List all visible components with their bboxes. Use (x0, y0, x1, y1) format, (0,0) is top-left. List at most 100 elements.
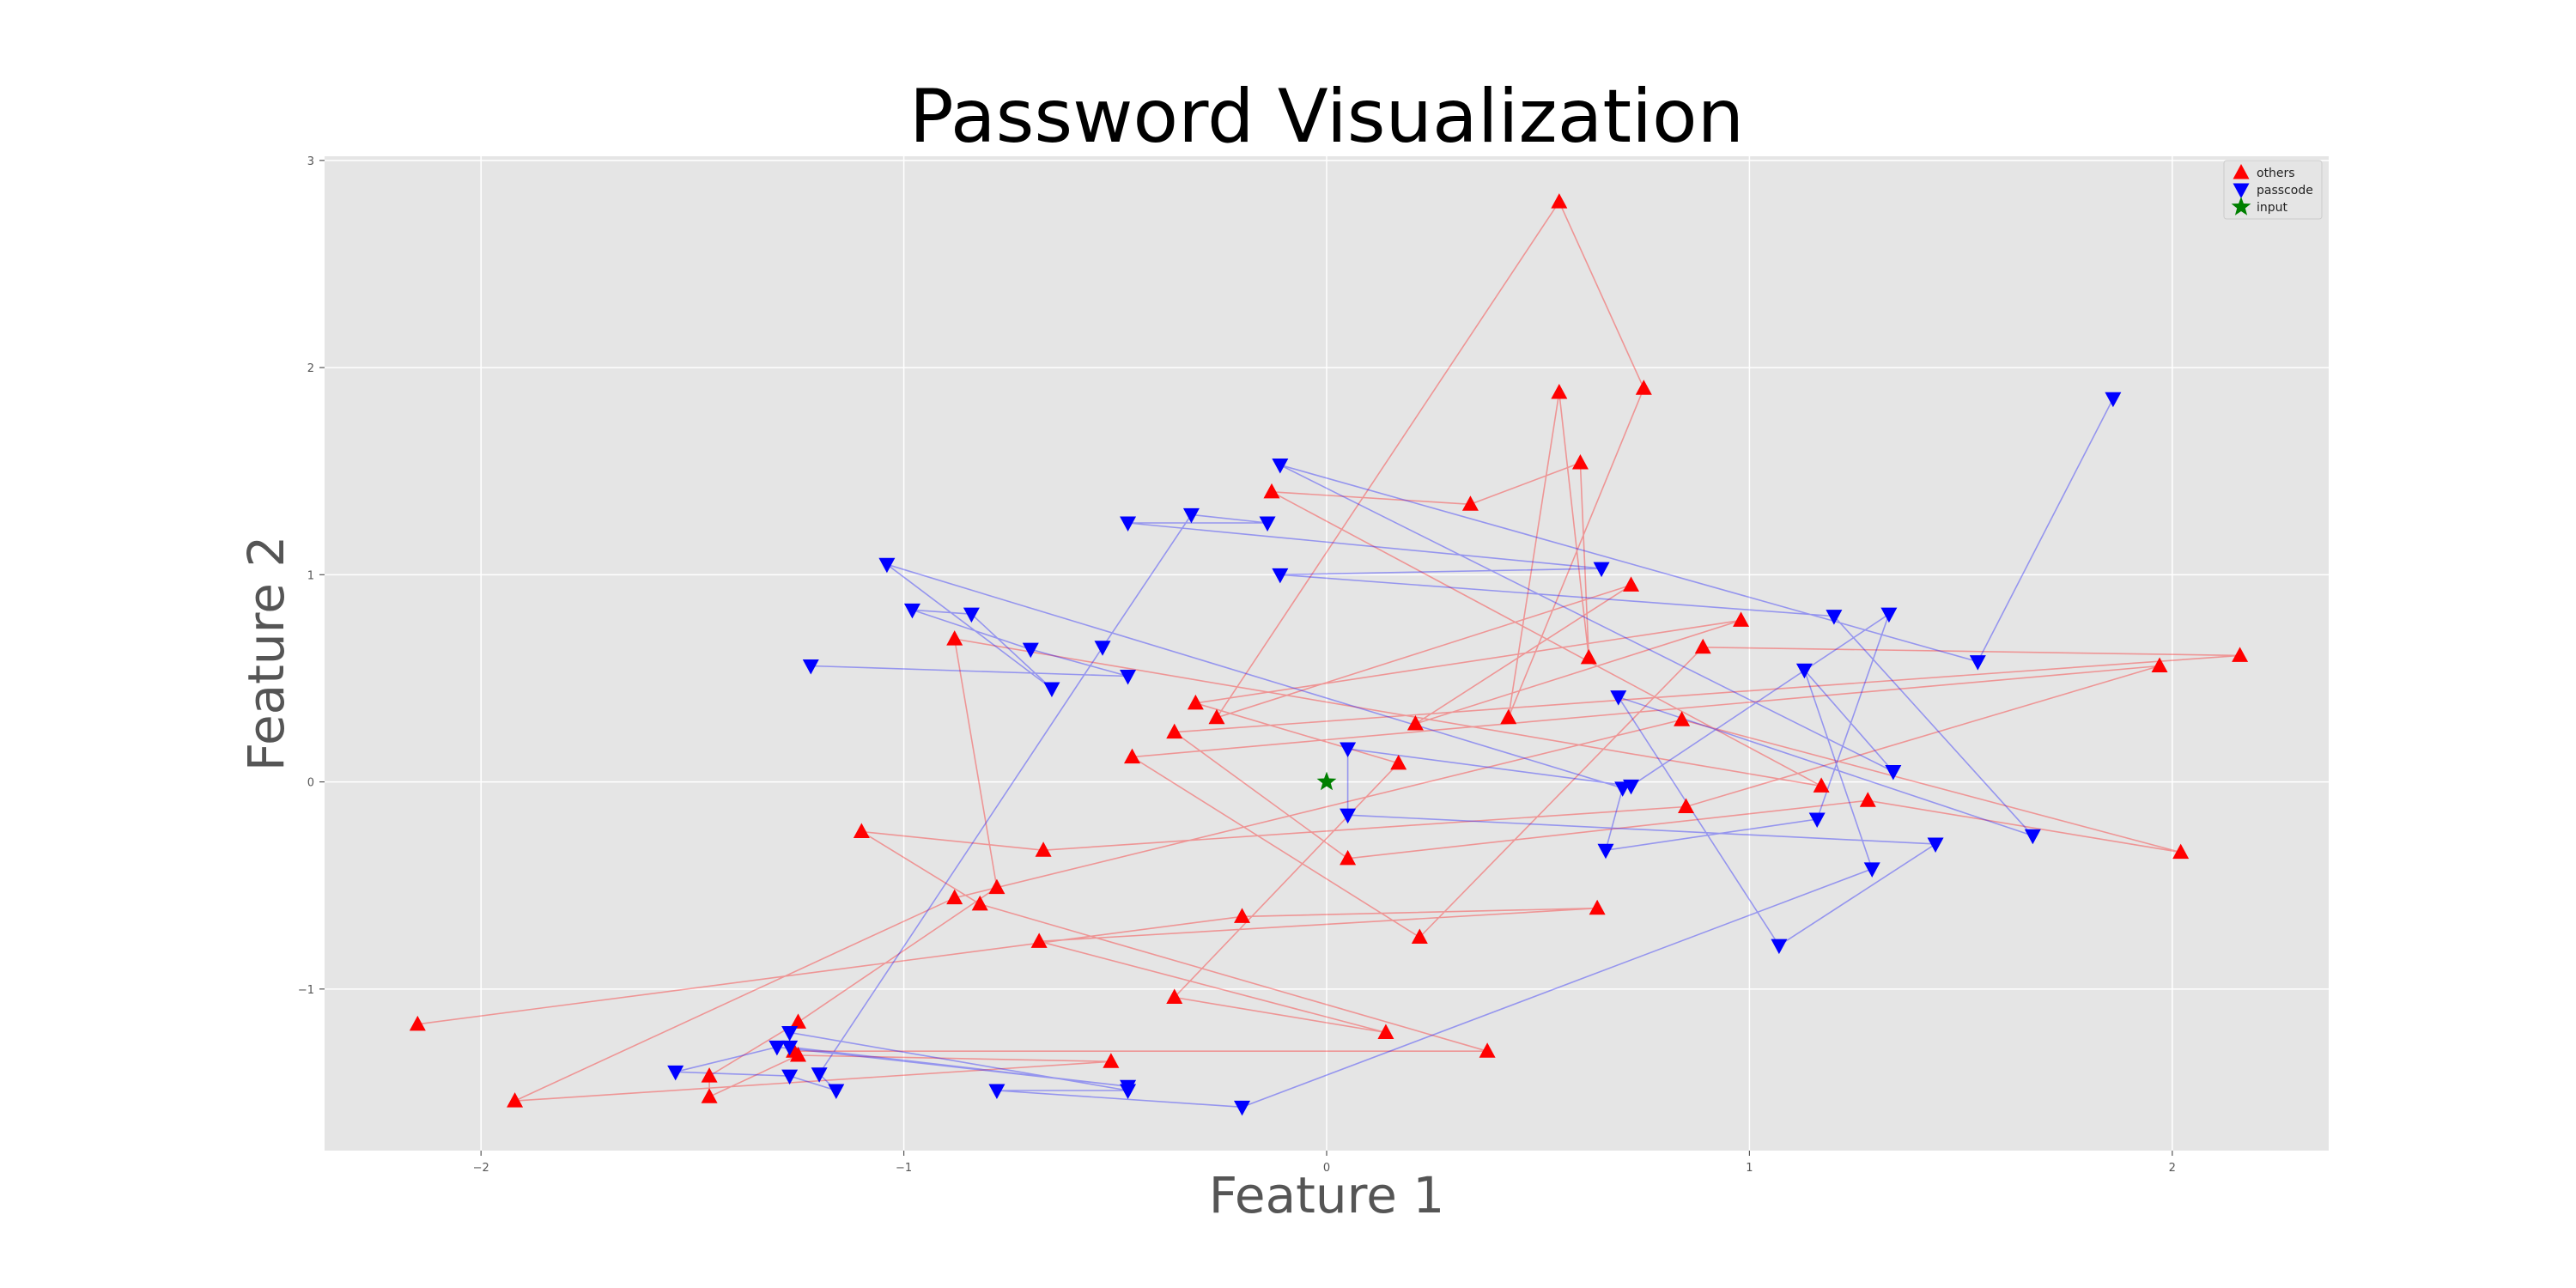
legend-others-label: others (2257, 167, 2295, 180)
passcode-point (1610, 690, 1627, 706)
others-point (971, 895, 988, 911)
others-point (2151, 657, 2168, 672)
passcode-point (781, 1069, 799, 1085)
passcode-point (1880, 607, 1898, 623)
chart-title-group: Password Visualization (909, 74, 1744, 160)
passcode-point (878, 557, 896, 574)
others-point (1580, 648, 1597, 665)
others-point (1103, 1053, 1120, 1068)
legend-passcode-label: passcode (2257, 184, 2313, 197)
others-point (1500, 708, 1517, 725)
y-tick-label: 0 (307, 777, 314, 790)
others-point (1551, 384, 1568, 399)
passcode-point (1808, 812, 1826, 828)
passcode-point (802, 659, 819, 675)
passcode-point (1771, 939, 1788, 955)
others-point (1813, 777, 1830, 793)
others-point (1377, 1024, 1394, 1039)
others-point (1479, 1042, 1496, 1058)
others-point (1406, 715, 1424, 731)
others-point (409, 1015, 426, 1031)
passcode-point (1120, 1079, 1137, 1096)
legend-others-marker (2233, 164, 2250, 179)
others-point (1859, 792, 1876, 807)
others-point (1166, 988, 1183, 1004)
passcode-point (1826, 610, 1843, 625)
passcode-point (988, 1084, 1005, 1100)
input-point (1316, 771, 1337, 791)
others-point (1635, 380, 1652, 395)
passcode-point (1022, 642, 1039, 659)
others-point (1678, 798, 1695, 814)
others-point (946, 630, 963, 646)
legend: others passcode input (2223, 160, 2323, 220)
y-tick-label: 2 (307, 362, 314, 375)
others-point (1589, 899, 1606, 915)
others-point (1623, 576, 1640, 592)
others-point (946, 889, 963, 905)
others-point (1571, 454, 1589, 470)
passcode-line (675, 398, 2114, 1109)
passcode-point (1593, 562, 1610, 578)
others-point (1187, 694, 1204, 710)
passcode-point (903, 603, 920, 619)
x-tick-label: 0 (1323, 1162, 1330, 1175)
others-point (1234, 908, 1251, 923)
passcode-point (1969, 655, 1986, 671)
others-point (853, 823, 870, 838)
x-tick-label: −2 (473, 1162, 489, 1175)
others-point (1733, 611, 1750, 627)
data-markers (409, 193, 2249, 1116)
passcode-point (1340, 742, 1357, 757)
others-point (1123, 748, 1140, 764)
axis-ticks: −2 −1 0 1 2 −1 0 1 2 3 (298, 155, 2176, 1175)
others-point (1035, 841, 1052, 857)
legend-input-label: input (2257, 201, 2288, 215)
others-point (2232, 647, 2249, 662)
others-point (1166, 723, 1183, 739)
passcode-point (1234, 1100, 1251, 1116)
passcode-point (1597, 843, 1614, 860)
others-point (2172, 843, 2190, 860)
passcode-point (1120, 516, 1137, 532)
others-point (1551, 193, 1568, 209)
passcode-point (667, 1065, 684, 1081)
others-point (988, 878, 1005, 895)
others-line (417, 200, 2240, 1102)
passcode-point (1120, 670, 1137, 685)
others-point (701, 1067, 718, 1083)
passcode-point (781, 1025, 799, 1042)
x-tick-label: 1 (1746, 1162, 1753, 1175)
passcode-point (1259, 516, 1276, 532)
x-tick-label: −1 (896, 1162, 912, 1175)
passcode-point (2024, 829, 2041, 845)
others-point (1208, 708, 1225, 725)
chart-title: Password Visualization (909, 74, 1744, 160)
others-point (1263, 483, 1280, 499)
passcode-point (1927, 837, 1944, 853)
passcode-point (1863, 862, 1880, 878)
others-point (1694, 638, 1711, 654)
passcode-point (1885, 765, 1902, 781)
passcode-point (1272, 458, 1289, 474)
passcode-point (1340, 808, 1357, 824)
others-point (1340, 849, 1357, 866)
others-point (701, 1088, 718, 1103)
others-point (1390, 754, 1407, 770)
others-point (1461, 495, 1479, 511)
others-point (1411, 928, 1428, 945)
others-point (789, 1013, 806, 1029)
y-axis-label: Feature 2 (237, 536, 295, 772)
passcode-point (1272, 568, 1289, 584)
y-tick-label: 3 (307, 155, 314, 168)
passcode-point (781, 1040, 799, 1056)
legend-input-marker (2231, 197, 2251, 216)
passcode-point (1043, 682, 1060, 698)
x-tick-label: 2 (2169, 1162, 2176, 1175)
passcode-point (1182, 507, 1200, 524)
others-point (1030, 933, 1048, 948)
passcode-point (1614, 781, 1631, 797)
others-point (1674, 711, 1691, 726)
passcode-point (1094, 641, 1111, 656)
